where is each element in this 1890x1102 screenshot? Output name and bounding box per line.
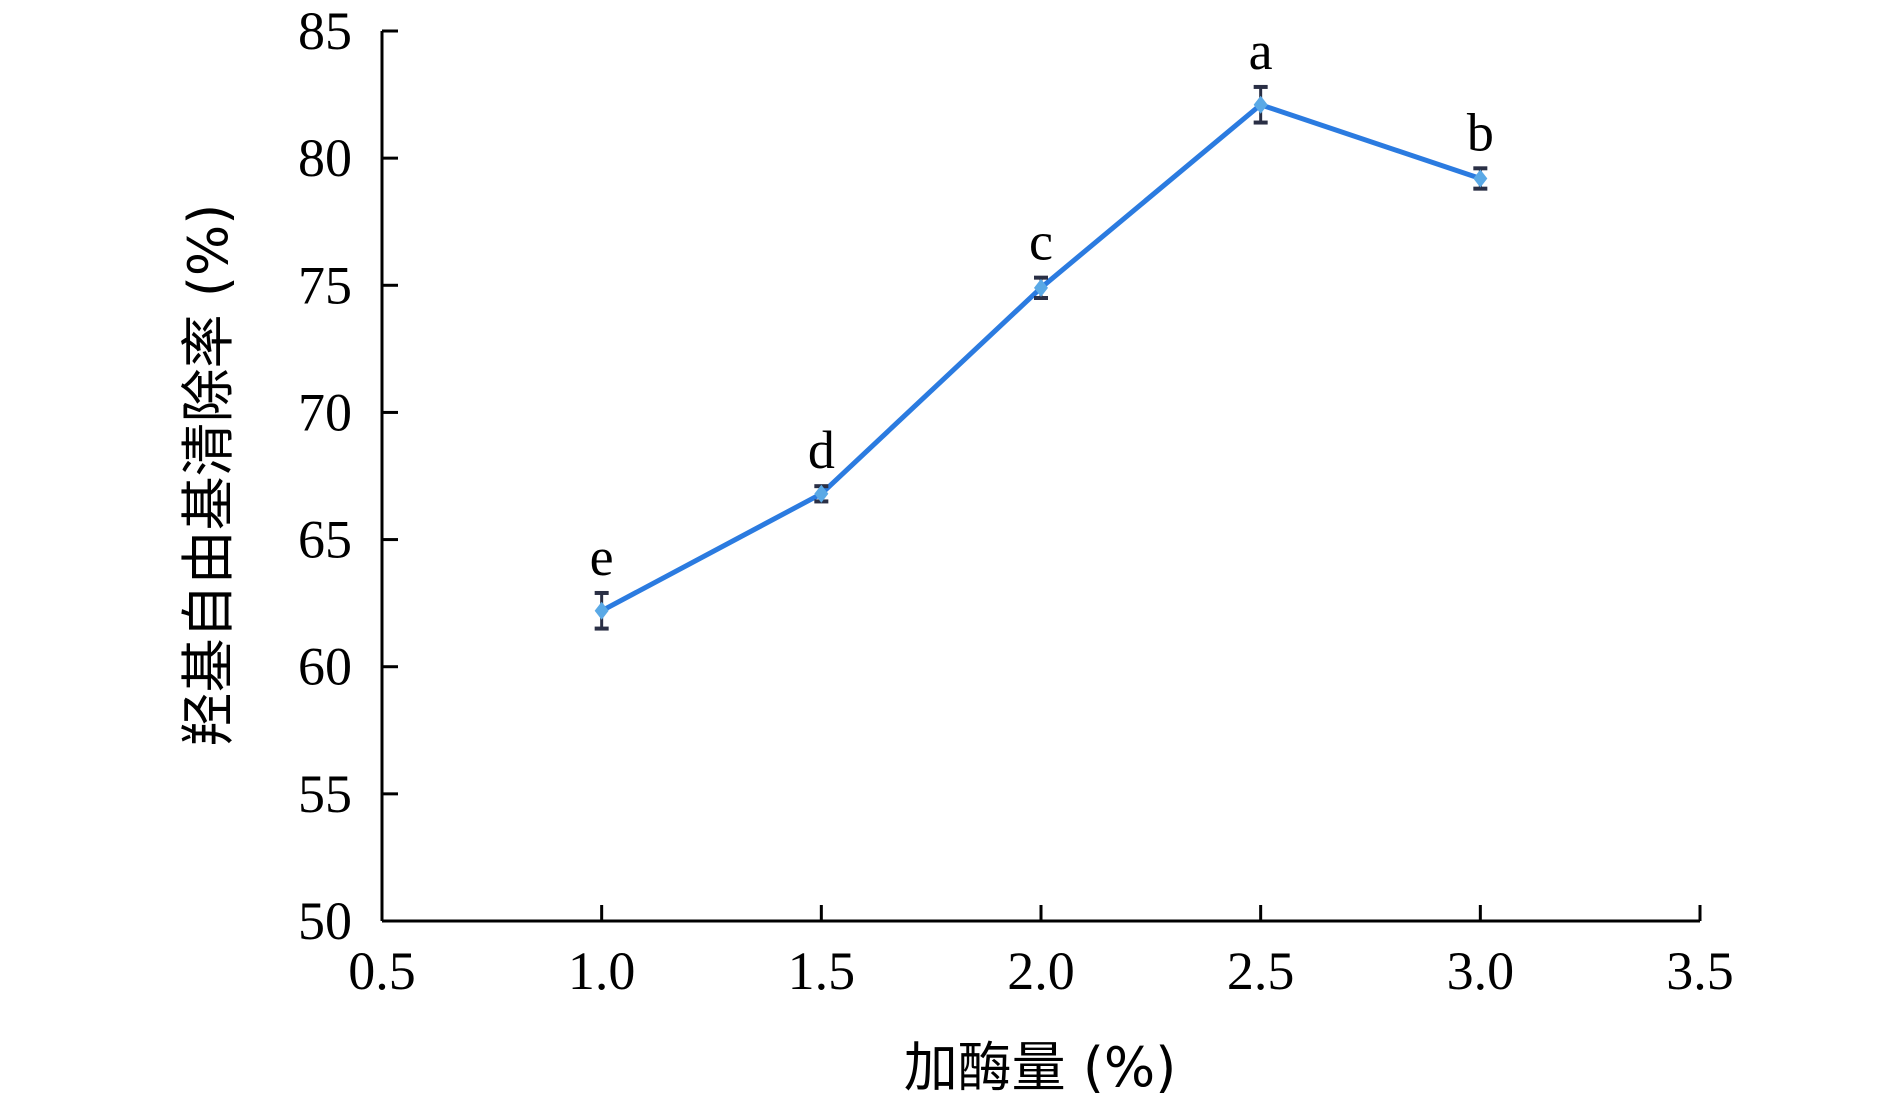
- data-point: [594, 601, 609, 620]
- data-point: [1034, 278, 1048, 297]
- x-tick-label: 1.0: [568, 941, 636, 1001]
- series-line: [600, 102, 1482, 613]
- y-tick-label: 85: [298, 1, 352, 61]
- data-point: [814, 484, 829, 503]
- significance-label: a: [1249, 21, 1273, 81]
- tick-labels: 50 55 60 65 70 75 80 85 0.5 1.0 1.5 2.0 2.5 3.0 3.5: [298, 1, 1734, 1001]
- y-tick-label: 70: [298, 382, 352, 442]
- significance-label: e: [590, 527, 614, 587]
- x-tick-label: 2.0: [1007, 941, 1075, 1001]
- significance-label: c: [1029, 212, 1053, 272]
- y-tick-label: 80: [298, 128, 352, 188]
- axes: [380, 29, 1702, 923]
- data-point: [1473, 169, 1488, 188]
- data-point: [1253, 95, 1268, 114]
- y-tick-label: 65: [298, 510, 352, 570]
- data-series: e d c a b: [590, 21, 1494, 631]
- x-tick-label: 3.5: [1666, 941, 1734, 1001]
- x-tick-label: 0.5: [348, 941, 416, 1001]
- x-tick-label: 3.0: [1447, 941, 1515, 1001]
- y-tick-label: 55: [298, 764, 352, 824]
- x-axis-title: 加酶量 (%): [904, 1036, 1177, 1099]
- y-tick-label: 75: [298, 255, 352, 315]
- significance-label: d: [808, 420, 835, 480]
- y-tick-label: 60: [298, 637, 352, 697]
- x-tick-label: 2.5: [1227, 941, 1295, 1001]
- x-tick-label: 1.5: [788, 941, 856, 1001]
- y-axis-title: 羟基自由基清除率 (%): [177, 204, 240, 747]
- y-tick-label: 50: [298, 891, 352, 951]
- significance-label: b: [1467, 102, 1494, 162]
